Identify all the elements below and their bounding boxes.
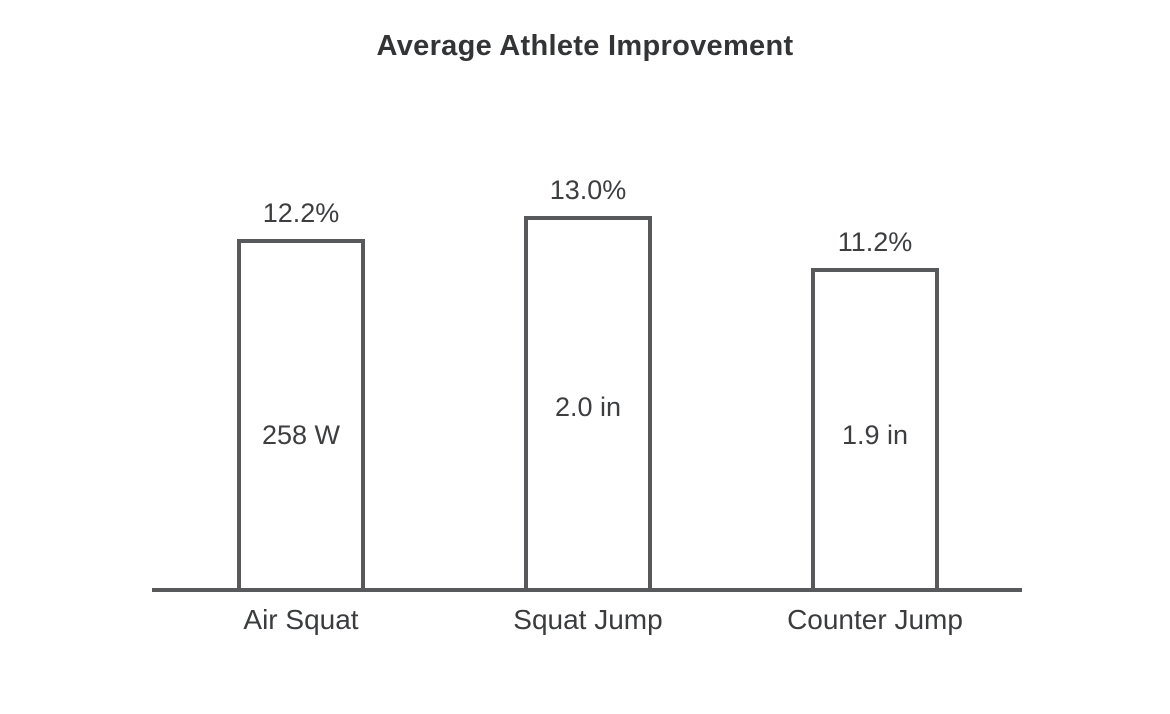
bar-value-label-squat-jump: 2.0 in	[554, 392, 622, 422]
bar-counter-jump: 1.9 in	[811, 268, 939, 588]
bar-value-label-air-squat: 258 W	[261, 420, 341, 450]
x-axis-line	[152, 588, 1022, 592]
bar-squat-jump: 2.0 in	[524, 216, 652, 588]
bar-air-squat: 258 W	[237, 239, 365, 588]
bar-percent-label-counter-jump: 11.2%	[837, 227, 913, 257]
bar-value-label-counter-jump: 1.9 in	[841, 420, 909, 450]
bar-percent-label-squat-jump: 13.0%	[549, 175, 627, 205]
x-tick-label-squat-jump: Squat Jump	[513, 604, 663, 635]
bar-percent-label-air-squat: 12.2%	[262, 198, 340, 228]
chart-title: Average Athlete Improvement	[376, 30, 794, 62]
x-tick-label-counter-jump: Counter Jump	[787, 604, 963, 635]
x-tick-label-air-squat: Air Squat	[243, 604, 359, 635]
